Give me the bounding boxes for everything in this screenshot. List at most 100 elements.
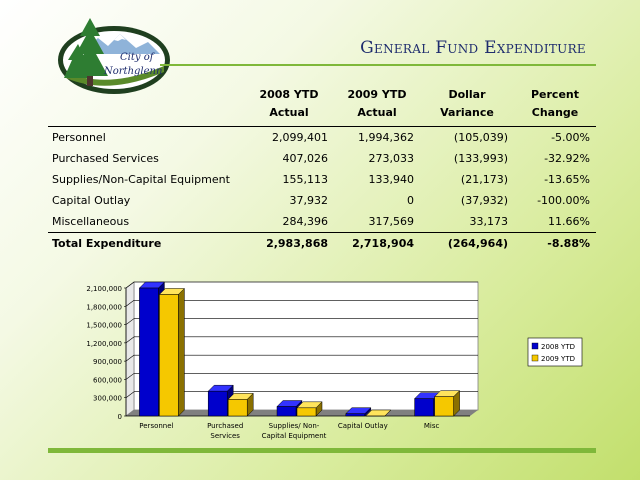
row-variance: 33,173: [469, 215, 509, 228]
bar: [227, 399, 248, 417]
header-label-sub: [48, 104, 244, 127]
footer-rule: [48, 448, 596, 453]
row-2008: 37,932: [289, 194, 329, 207]
plot-side-wall: [125, 281, 135, 417]
header-2009: 2009 YTD: [347, 88, 407, 101]
bar: [345, 413, 366, 417]
table-row: Miscellaneous 284,396 317,569 33,173 11.…: [48, 211, 596, 233]
x-tick-label-line: Capital Outlay: [338, 422, 388, 430]
legend-label: 2009 YTD: [541, 355, 575, 363]
y-tick-label: 0: [118, 413, 122, 421]
total-2009: 2,718,904: [334, 232, 420, 254]
total-label: Total Expenditure: [48, 232, 244, 254]
page-title: General Fund Expenditure: [360, 38, 586, 58]
plot-area: [133, 281, 479, 411]
mountain-snow-icon: [114, 34, 126, 41]
bar: [276, 406, 297, 417]
title-rule: [160, 64, 596, 66]
header-2008-sub: Actual: [269, 106, 309, 119]
x-tick-label: Purchased Services: [207, 422, 243, 440]
row-label: Personnel: [48, 126, 244, 148]
bar: [207, 390, 228, 417]
y-tick-label: 1,500,000: [86, 322, 122, 330]
y-tick-label: 300,000: [93, 395, 122, 403]
y-tick-label: 1,800,000: [86, 303, 122, 311]
header-variance-sub: Variance: [440, 106, 494, 119]
expenditure-table: 2008 YTD 2009 YTD Dollar Percent Actual …: [48, 86, 596, 254]
total-2008: 2,983,868: [244, 232, 334, 254]
expenditure-bar-chart: 0 300,000 600,000 900,000 1,200,000 1,500,000…: [86, 281, 583, 440]
row-2008: 2,099,401: [244, 126, 334, 148]
row-2009: 273,033: [368, 152, 415, 165]
pine-tree-icon: [64, 18, 108, 86]
table-row: Supplies/Non-Capital Equipment 155,113 1…: [48, 169, 596, 190]
row-change: -32.92%: [544, 152, 590, 165]
table-header-row: 2008 YTD 2009 YTD Dollar Percent: [48, 86, 596, 104]
bar: [139, 287, 159, 417]
table-row: Purchased Services 407,026 273,033 (133,…: [48, 148, 596, 169]
row-variance: (105,039): [420, 126, 514, 148]
x-tick-label-line: Services: [210, 432, 240, 440]
table-header-row: Actual Actual Variance Change: [48, 104, 596, 127]
y-tick-label: 1,200,000: [86, 340, 122, 348]
total-variance: (264,964): [420, 232, 514, 254]
header-2009-sub: Actual: [357, 106, 397, 119]
header-change: Percent: [530, 88, 580, 101]
bar: [434, 396, 454, 417]
row-2009: 0: [407, 194, 414, 207]
gridline: [125, 354, 135, 362]
x-tick-label-line: Supplies/ Non-: [269, 422, 320, 430]
city-logo: City of Northglenn: [58, 18, 170, 94]
gridline: [125, 318, 135, 325]
header-label: [48, 86, 244, 104]
row-label: Supplies/Non-Capital Equipment: [52, 173, 230, 186]
x-tick-label: Personnel: [139, 422, 173, 430]
total-change: -8.88%: [514, 232, 596, 254]
x-tick-label-line: Personnel: [139, 422, 173, 430]
y-tick-label: 900,000: [93, 358, 122, 366]
header-2008: 2008 YTD: [259, 88, 319, 101]
x-tick-label-line: Capital Equipment: [262, 432, 327, 440]
logo-text-line2: Northglenn: [103, 66, 162, 77]
row-label: Purchased Services: [52, 152, 159, 165]
gridline: [125, 300, 135, 307]
row-change: -100.00%: [537, 194, 590, 207]
gridline: [125, 336, 135, 344]
bar: [296, 407, 317, 417]
x-tick-label: Supplies/ Non- Capital Equipment: [262, 422, 327, 440]
row-change: -13.65%: [544, 173, 590, 186]
row-2008: 155,113: [282, 173, 329, 186]
x-tick-label: Misc: [424, 422, 440, 430]
row-change: 11.66%: [548, 215, 590, 228]
x-tick-label: Capital Outlay: [338, 422, 388, 430]
row-variance: (37,932): [460, 194, 508, 207]
x-tick-label-line: Purchased: [207, 422, 243, 430]
bar-side: [178, 287, 185, 417]
y-tick-label: 2,100,000: [86, 285, 122, 293]
legend-swatch: [531, 342, 539, 350]
header-change-sub: Change: [531, 106, 579, 119]
row-variance: (133,993): [453, 152, 508, 165]
table-row: Personnel 2,099,401 1,994,362 (105,039) …: [48, 126, 596, 148]
row-label: Capital Outlay: [52, 194, 131, 207]
bar: [159, 294, 179, 417]
x-tick-label-line: Misc: [424, 422, 440, 430]
row-variance: (21,173): [460, 173, 508, 186]
row-2008: 284,396: [282, 215, 329, 228]
row-2008: 407,026: [282, 152, 329, 165]
row-change: -5.00%: [514, 126, 596, 148]
legend-label: 2008 YTD: [541, 343, 575, 351]
y-tick-label: 600,000: [93, 376, 122, 384]
row-label: Miscellaneous: [52, 215, 130, 228]
gridline: [125, 391, 135, 398]
gridline: [125, 281, 135, 289]
row-2009: 317,569: [368, 215, 415, 228]
gridline: [125, 373, 135, 380]
table-row: Capital Outlay 37,932 0 (37,932) -100.00…: [48, 190, 596, 211]
legend: [527, 337, 583, 367]
bar: [414, 398, 434, 417]
logo-text-line1: City of: [120, 52, 156, 63]
total-row: Total Expenditure 2,983,868 2,718,904 (2…: [48, 232, 596, 254]
row-2009: 133,940: [368, 173, 415, 186]
row-2009: 1,994,362: [334, 126, 420, 148]
